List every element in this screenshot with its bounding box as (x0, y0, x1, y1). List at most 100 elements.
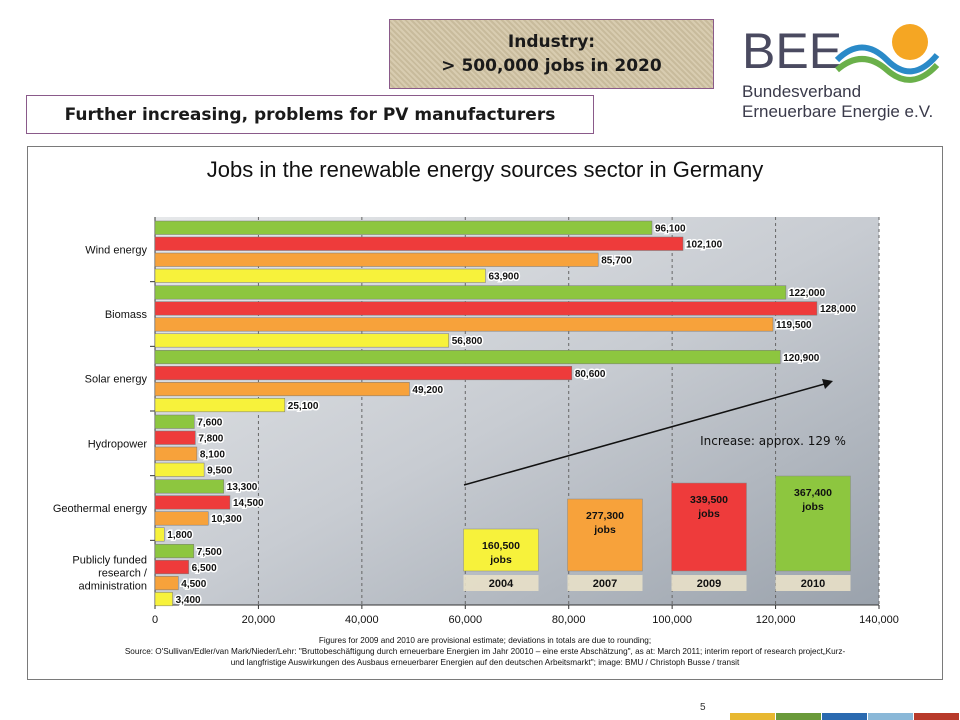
footer-strip-segment (730, 713, 775, 720)
data-label: 56,800 (452, 336, 483, 347)
data-label: 7,500 (197, 547, 222, 558)
data-label: 102,100 (686, 240, 723, 251)
year-label-bg (775, 575, 851, 591)
data-label: 25,100 (288, 401, 319, 412)
year-label-bg (671, 575, 747, 591)
increase-arrowhead-icon (822, 379, 833, 389)
data-label: 3,400 (176, 595, 201, 606)
data-label: 119,500 (776, 320, 812, 331)
category-label: Hydropower (88, 438, 148, 450)
footer-strip-segment (822, 713, 867, 720)
logo-line-2: Erneuerbare Energie e.V. (742, 102, 934, 121)
bar-2010 (154, 285, 787, 300)
logo-line-1: Bundesverband (742, 82, 862, 101)
year-label-bg (567, 575, 643, 591)
total-box-2007 (567, 498, 643, 572)
x-tick-label: 20,000 (242, 614, 276, 626)
category-label: Wind energy (85, 244, 147, 256)
slide-subtitle: Further increasing, problems for PV manu… (26, 95, 594, 134)
data-label: 80,600 (575, 369, 606, 380)
footer-strip-segment (868, 713, 913, 720)
bar-2010 (154, 479, 225, 494)
year-label: 2010 (801, 578, 825, 590)
bar-2010 (154, 544, 195, 559)
bar-2007 (154, 382, 410, 397)
data-label: 96,100 (655, 224, 686, 235)
industry-label: Industry: (507, 32, 596, 52)
x-tick-label: 100,000 (652, 614, 692, 626)
total-value: 277,300 (586, 510, 624, 522)
year-label: 2009 (697, 578, 721, 590)
data-label: 120,900 (783, 353, 820, 364)
data-label: 128,000 (820, 304, 857, 315)
bar-2004 (154, 592, 173, 607)
x-tick-label: 40,000 (345, 614, 379, 626)
footnote-line: Figures for 2009 and 2010 are provisiona… (319, 636, 651, 645)
data-label: 8,100 (200, 450, 225, 461)
data-label: 10,300 (211, 514, 242, 525)
footnote-line: und langfristige Auswirkungen des Ausbau… (231, 658, 740, 667)
total-value: 367,400 (794, 487, 832, 499)
year-label: 2007 (593, 578, 617, 590)
total-value: 160,500 (482, 540, 520, 552)
industry-target-box: Industry: > 500,000 jobs in 2020 (389, 19, 714, 89)
bar-2009 (154, 366, 573, 381)
data-label: 63,900 (488, 272, 519, 283)
total-value: 339,500 (690, 494, 728, 506)
bar-2010 (154, 414, 195, 429)
x-tick-label: 80,000 (552, 614, 586, 626)
total-box-2009 (671, 482, 747, 572)
increase-annotation: Increase: approx. 129 % (700, 434, 846, 448)
data-label: 9,500 (207, 466, 232, 477)
bar-2009 (154, 236, 684, 251)
bar-2004 (154, 527, 165, 542)
jobs-bar-chart: Jobs in the renewable energy sources sec… (53, 157, 899, 667)
bar-2007 (154, 511, 209, 526)
bar-2009 (154, 560, 189, 575)
total-box-2004 (463, 528, 539, 572)
data-label: 7,600 (197, 418, 222, 429)
data-label: 49,200 (412, 385, 443, 396)
data-label: 85,700 (601, 256, 632, 267)
bar-2004 (154, 398, 286, 413)
bar-2007 (154, 576, 179, 591)
total-unit: jobs (489, 554, 512, 566)
footnote-line: Source: O'Sullivan/Edler/van Mark/Nieder… (125, 647, 846, 656)
increase-arrow-line (463, 382, 829, 486)
category-label: Publicly funded research / administration (72, 555, 148, 593)
bar-2004 (154, 268, 486, 283)
data-label: 4,500 (181, 579, 206, 590)
bee-logo-mark-icon: BEE (742, 23, 940, 83)
total-unit: jobs (801, 501, 824, 513)
data-label: 6,500 (192, 563, 217, 574)
data-label: 14,500 (233, 498, 264, 509)
bar-2004 (154, 462, 205, 477)
footer-strip-segment (776, 713, 821, 720)
bar-2009 (154, 495, 231, 510)
bar-2009 (154, 430, 196, 445)
category-label: Biomass (105, 309, 148, 321)
category-label: Geothermal energy (53, 503, 148, 515)
bar-2007 (154, 446, 198, 461)
x-tick-label: 140,000 (859, 614, 899, 626)
total-box-2010 (775, 475, 851, 572)
total-unit: jobs (593, 524, 616, 536)
year-label: 2004 (489, 578, 514, 590)
x-tick-label: 120,000 (756, 614, 796, 626)
bar-2010 (154, 350, 781, 365)
chart-frame: Jobs in the renewable energy sources sec… (27, 146, 943, 680)
data-label: 13,300 (227, 482, 258, 493)
bar-2004 (154, 333, 449, 348)
data-label: 7,800 (198, 434, 223, 445)
footer-strip-segment (914, 713, 959, 720)
bar-2007 (154, 317, 774, 332)
page-number: 5 (700, 702, 706, 713)
year-label-bg (463, 575, 539, 591)
data-label: 122,000 (789, 288, 826, 299)
bar-2007 (154, 252, 599, 267)
chart-title: Jobs in the renewable energy sources sec… (207, 157, 763, 182)
data-label: 1,800 (167, 530, 192, 541)
category-label: Solar energy (85, 374, 148, 386)
bar-2009 (154, 301, 818, 316)
logo-mark-text: BEE (742, 23, 842, 79)
